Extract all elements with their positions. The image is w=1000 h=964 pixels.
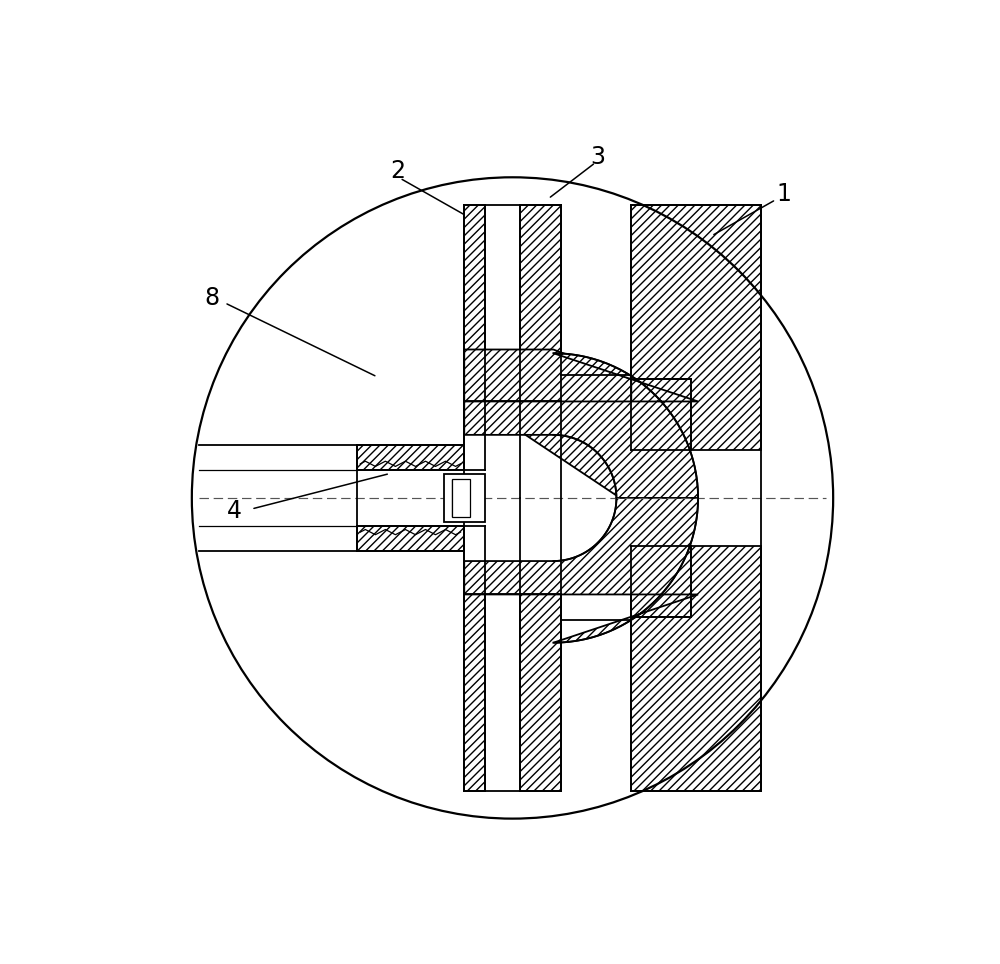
Polygon shape — [631, 547, 691, 617]
Polygon shape — [357, 444, 464, 469]
Polygon shape — [464, 498, 698, 643]
Polygon shape — [464, 595, 485, 791]
Text: 3: 3 — [590, 145, 605, 169]
Text: 4: 4 — [227, 498, 242, 522]
Polygon shape — [631, 547, 761, 791]
Polygon shape — [631, 379, 691, 449]
Polygon shape — [520, 204, 561, 401]
Text: 8: 8 — [204, 285, 219, 309]
Polygon shape — [464, 350, 631, 498]
Bar — [444, 474, 485, 522]
Polygon shape — [464, 204, 485, 401]
Polygon shape — [464, 353, 698, 498]
Bar — [452, 479, 470, 518]
Text: 2: 2 — [390, 159, 405, 183]
Polygon shape — [357, 526, 464, 551]
Text: 1: 1 — [776, 181, 791, 205]
Polygon shape — [631, 204, 761, 449]
Polygon shape — [464, 353, 698, 498]
Polygon shape — [464, 498, 698, 643]
Polygon shape — [520, 595, 561, 791]
